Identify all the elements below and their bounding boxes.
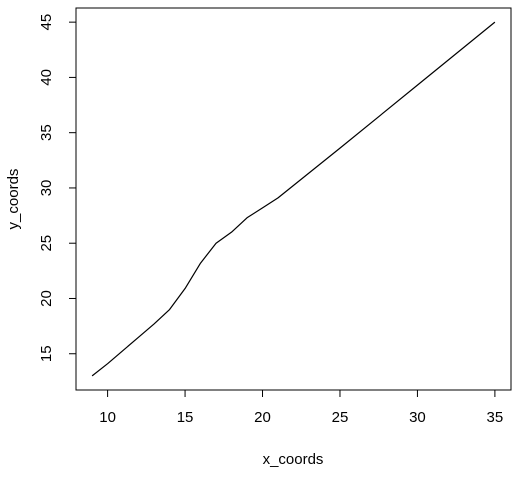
- y-tick-label: 40: [38, 69, 55, 86]
- plot-box: [75, 7, 512, 391]
- y-axis-title: y_coords: [5, 169, 22, 230]
- y-tick-label: 30: [38, 180, 55, 197]
- y-tick-label: 45: [38, 14, 55, 31]
- y-tick-label: 15: [38, 345, 55, 362]
- x-tick-label: 15: [177, 409, 194, 426]
- y-tick-label: 20: [38, 290, 55, 307]
- x-tick-label: 20: [254, 409, 271, 426]
- x-tick-label: 25: [332, 409, 349, 426]
- y-tick-label: 35: [38, 124, 55, 141]
- x-tick-label: 30: [409, 409, 426, 426]
- x-tick-label: 10: [99, 409, 116, 426]
- x-axis-title: x_coords: [263, 451, 324, 468]
- data-line: [91, 21, 496, 377]
- x-tick-label: 35: [487, 409, 504, 426]
- y-tick-label: 25: [38, 235, 55, 252]
